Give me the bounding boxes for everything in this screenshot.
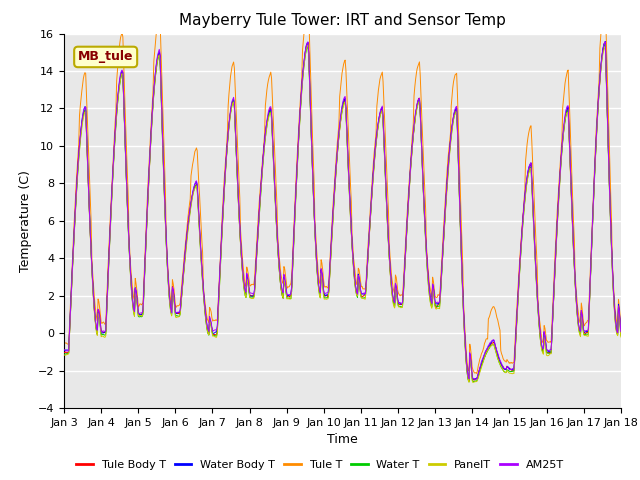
AM25T [70, 230, 78, 236]
PanelT [184, 228, 192, 234]
Tule Body T [617, 331, 625, 336]
AM25T [60, 347, 68, 352]
PanelT [411, 120, 419, 125]
PanelT [60, 352, 68, 358]
Y-axis label: Temperature (C): Temperature (C) [19, 170, 32, 272]
Tule T [214, 316, 221, 322]
Tule T [411, 84, 419, 90]
Water Body T [184, 224, 192, 230]
Water Body T [465, 376, 473, 382]
PanelT [304, 42, 312, 48]
Line: Water Body T: Water Body T [64, 41, 621, 379]
Water T [602, 41, 609, 47]
AM25T [426, 295, 434, 300]
Tule Body T [410, 125, 418, 131]
Water T [410, 125, 418, 131]
X-axis label: Time: Time [327, 433, 358, 446]
AM25T [602, 39, 609, 45]
Tule T [617, 323, 625, 328]
Tule Body T [127, 284, 135, 290]
Water Body T [127, 282, 135, 288]
Water Body T [602, 38, 609, 44]
PanelT [70, 235, 78, 241]
Line: AM25T: AM25T [64, 42, 621, 379]
Tule Body T [465, 378, 473, 384]
Water T [465, 379, 473, 385]
Text: MB_tule: MB_tule [78, 50, 133, 63]
PanelT [469, 380, 477, 385]
AM25T [410, 122, 418, 128]
Water T [617, 332, 625, 338]
Legend: Tule Body T, Water Body T, Tule T, Water T, PanelT, AM25T: Tule Body T, Water Body T, Tule T, Water… [72, 456, 568, 474]
Tule T [127, 273, 135, 279]
Tule Body T [60, 349, 68, 355]
Tule T [473, 371, 481, 376]
Tule T [428, 291, 435, 297]
Water T [70, 233, 78, 239]
AM25T [617, 329, 625, 335]
Water Body T [70, 231, 78, 237]
AM25T [184, 222, 192, 228]
PanelT [214, 329, 221, 335]
Water Body T [426, 295, 434, 300]
Tule T [60, 339, 68, 345]
PanelT [127, 287, 135, 293]
Water Body T [214, 324, 221, 330]
Line: PanelT: PanelT [64, 45, 621, 383]
Line: Tule T: Tule T [64, 3, 621, 373]
Water Body T [60, 348, 68, 353]
Tule T [70, 221, 78, 227]
Water T [60, 351, 68, 357]
PanelT [428, 303, 435, 309]
Tule T [184, 215, 192, 221]
Tule Body T [214, 327, 221, 333]
Water T [127, 287, 135, 292]
AM25T [472, 376, 480, 382]
Water T [184, 226, 192, 231]
AM25T [127, 283, 135, 289]
Tule Body T [184, 224, 192, 229]
Tule T [304, 0, 312, 6]
Water T [214, 329, 221, 335]
Title: Mayberry Tule Tower: IRT and Sensor Temp: Mayberry Tule Tower: IRT and Sensor Temp [179, 13, 506, 28]
Water Body T [410, 124, 418, 130]
Water T [426, 299, 434, 304]
Tule Body T [70, 231, 78, 237]
Water Body T [617, 329, 625, 335]
AM25T [214, 323, 221, 328]
Line: Tule Body T: Tule Body T [64, 42, 621, 381]
Line: Water T: Water T [64, 44, 621, 382]
PanelT [617, 334, 625, 340]
Tule Body T [602, 39, 609, 45]
Tule Body T [426, 296, 434, 301]
